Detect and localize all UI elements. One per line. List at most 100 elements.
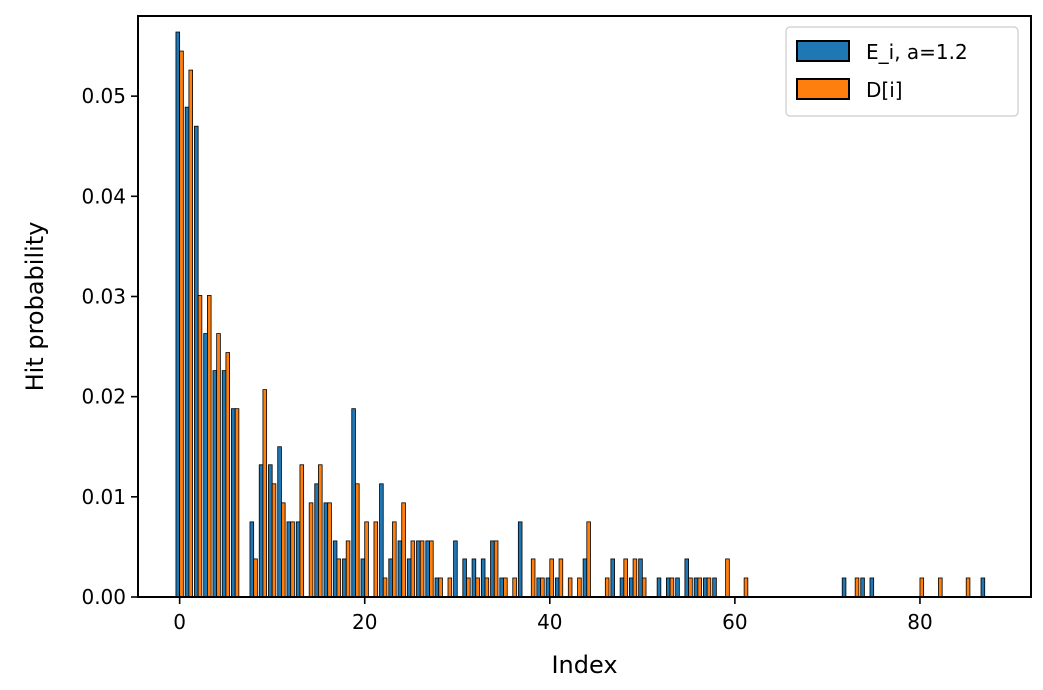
bar-e-i-12: [286, 521, 292, 598]
bar-d-i-18: [345, 540, 351, 598]
bar-d-i-29: [447, 577, 453, 598]
bar-e-i-47: [610, 558, 615, 598]
bar-e-i-35: [499, 577, 504, 598]
bar-d-i-5: [225, 352, 231, 598]
bar-e-i-56: [693, 577, 699, 598]
bar-e-i-1: [184, 106, 190, 598]
bars-layer: [175, 31, 986, 598]
bar-e-i-0: [175, 31, 181, 598]
bar-e-i-54: [675, 577, 680, 598]
bar-e-i-37: [517, 521, 523, 598]
bar-e-i-8: [249, 521, 255, 598]
bar-d-i-42: [567, 577, 573, 598]
x-tick-label-0: 0: [173, 610, 186, 634]
bar-d-i-8: [253, 558, 258, 598]
bar-e-i-3: [203, 333, 208, 598]
bar-d-i-10: [271, 483, 277, 598]
bar-e-i-23: [388, 558, 393, 598]
bar-e-i-40: [545, 577, 551, 598]
legend-label-e-i: E_i, a=1.2: [866, 40, 968, 64]
bar-e-i-22: [379, 483, 384, 598]
bar-e-i-16: [323, 502, 329, 598]
bar-e-i-9: [258, 464, 264, 598]
bar-e-i-30: [453, 540, 458, 598]
bar-e-i-55: [684, 558, 690, 598]
bar-e-i-6: [231, 408, 236, 598]
y-tick-label-0.02: 0.02: [81, 385, 126, 409]
bar-d-i-44: [586, 521, 591, 598]
bar-d-i-56: [697, 577, 702, 598]
bar-e-i-13: [295, 521, 301, 598]
bar-e-i-26: [416, 540, 421, 598]
x-tick-label-20: 20: [352, 610, 377, 634]
bar-d-i-36: [512, 577, 517, 598]
bar-d-i-53: [669, 577, 675, 598]
y-tick-label-0.05: 0.05: [81, 84, 126, 108]
bar-e-i-31: [462, 558, 467, 598]
bar-d-i-13: [299, 464, 305, 598]
bar-d-i-3: [206, 295, 212, 598]
bar-d-i-2: [197, 295, 203, 598]
bar-d-i-85: [965, 577, 971, 598]
bar-e-i-4: [212, 370, 218, 598]
bar-d-i-20: [364, 521, 369, 598]
bar-e-i-87: [980, 577, 986, 598]
plot-frame: [137, 15, 1032, 598]
bar-d-i-38: [530, 558, 536, 598]
bar-d-i-33: [484, 577, 490, 598]
bar-d-i-59: [725, 558, 730, 598]
y-axis-ticks: 0.00 0.01 0.02 0.03 0.04 0.05: [81, 84, 138, 609]
bar-e-i-28: [434, 577, 440, 598]
bar-e-i-11: [277, 446, 282, 598]
bar-e-i-24: [397, 540, 403, 598]
bar-d-i-14: [308, 502, 314, 598]
bar-e-i-41: [554, 577, 560, 598]
bar-d-i-25: [410, 540, 416, 598]
bar-e-i-50: [638, 558, 643, 598]
bar-d-i-24: [401, 502, 406, 598]
bar-d-i-35: [503, 577, 508, 598]
bar-d-i-4: [216, 333, 221, 598]
legend-swatch-e-i: [796, 40, 850, 62]
bar-d-i-80: [919, 577, 925, 598]
bar-d-i-34: [493, 540, 499, 598]
legend: E_i, a=1.2 D[i]: [785, 26, 1019, 117]
x-tick-label-60: 60: [722, 610, 747, 634]
bar-e-i-19: [351, 408, 356, 598]
bar-d-i-23: [392, 521, 397, 598]
bar-d-i-46: [604, 577, 610, 598]
bar-e-i-39: [536, 577, 541, 598]
bar-d-i-15: [318, 464, 323, 598]
bar-e-i-72: [841, 577, 847, 598]
bar-e-i-75: [869, 577, 875, 598]
bar-e-i-27: [425, 540, 430, 598]
bar-d-i-48: [623, 558, 628, 598]
bar-d-i-43: [577, 577, 582, 598]
bar-e-i-74: [860, 577, 865, 598]
bar-e-i-48: [619, 577, 625, 598]
x-tick-label-40: 40: [537, 610, 562, 634]
bar-d-i-26: [419, 540, 425, 598]
bar-d-i-21: [373, 521, 379, 598]
bar-e-i-15: [314, 483, 319, 598]
bar-e-i-20: [360, 558, 366, 598]
bar-e-i-44: [582, 558, 588, 598]
legend-label-d-i: D[i]: [866, 78, 903, 102]
y-tick-label-0.01: 0.01: [81, 485, 126, 509]
x-axis-ticks: 0 20 40 60 80: [173, 597, 933, 634]
bar-e-i-33: [480, 558, 486, 598]
y-tick-label-0.03: 0.03: [81, 284, 126, 308]
bar-d-i-17: [336, 558, 342, 598]
bar-e-i-18: [342, 558, 347, 598]
y-axis-label: Hit probability: [21, 222, 49, 392]
bar-d-i-73: [854, 577, 860, 598]
bar-d-i-32: [475, 577, 480, 598]
bar-e-i-25: [406, 558, 412, 598]
x-tick-label-80: 80: [907, 610, 932, 634]
bar-d-i-57: [706, 577, 712, 598]
bar-d-i-49: [632, 558, 638, 598]
bar-d-i-0: [179, 50, 184, 598]
bar-e-i-52: [656, 577, 662, 598]
bar-d-i-27: [429, 540, 434, 598]
